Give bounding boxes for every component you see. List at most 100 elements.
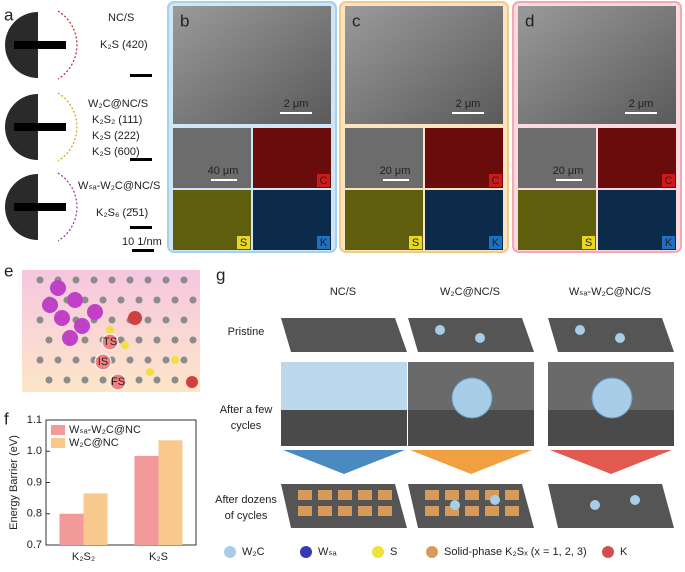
lattice-atom [126,276,134,284]
legend-marker [224,546,236,558]
arrow [410,450,532,474]
label: 20 μm [380,165,411,177]
k2s-flake [378,490,392,500]
legend-marker [602,546,614,558]
w2c-particle [450,500,460,510]
lattice-atom [81,336,89,344]
lattice-atom [171,376,179,384]
lattice-atom [135,296,143,304]
label: f [4,409,9,428]
beam-stop [14,41,66,49]
ring-arc [57,92,78,162]
x-tick-label: K₂S [149,551,168,563]
y-tick-label: 0.9 [27,476,42,488]
label: K [620,546,628,558]
k2s-flake [505,490,519,500]
w-atom [186,376,198,388]
map-image [518,128,596,188]
label: b [180,11,189,30]
lattice-atom [180,316,188,324]
lattice-atom [81,376,89,384]
label: C [320,175,328,187]
label: 10 1/nm [122,236,162,248]
label: K [492,237,500,249]
scale-bar [130,74,152,77]
label: S [240,237,247,249]
k2s-flake [378,506,392,516]
lattice-atom [189,296,197,304]
state-marker [94,353,112,371]
label: W₂C [242,546,265,558]
k-atom [67,292,83,308]
lattice-atom [63,376,71,384]
k2s-flake [505,506,519,516]
label: Pristine [228,326,265,338]
label: d [525,11,534,30]
lattice-atom [99,296,107,304]
label: Wₛₐ [318,546,337,558]
scale-bar [452,112,484,114]
label: After a few [220,404,273,416]
w2c-particle [451,377,493,419]
k2s-flake [298,490,312,500]
label: 2 μm [284,98,309,110]
label: W₂C@NC/S [88,98,148,110]
slab [408,318,534,352]
k2s-flake [298,506,312,516]
k-atom [50,280,66,296]
legend-label: Wₛₐ-W₂C@NC [69,424,141,436]
y-tick-label: 1.0 [27,445,42,457]
y-tick-label: 0.7 [27,539,42,551]
bar [134,455,159,545]
label: K₂S (600) [92,146,140,158]
label: of cycles [225,510,268,522]
legend-marker [372,546,384,558]
label: K₂S₆ (2̄51) [96,207,148,219]
label: Wₛₐ-W₂C@NC/S [569,286,651,298]
s-atom [121,341,129,349]
ring-arc [57,172,78,242]
state-marker [109,373,127,391]
label: Wₛₐ-W₂C@NC/S [78,180,160,192]
ring-arc [57,10,78,80]
label: K [665,237,673,249]
lattice-atom [135,336,143,344]
label: Solid-phase K₂Sₓ (x = 1, 2, 3) [444,546,587,558]
bar [158,440,183,545]
k2s-flake [425,490,439,500]
x-tick-label: K₂S₂ [72,551,95,563]
label: W₂C@NC/S [440,286,500,298]
cycle-slab [281,410,407,446]
k2s-flake [318,506,332,516]
k-atom [54,310,70,326]
element-tag [582,236,595,249]
y-axis-label: Energy Barrier (eV) [8,435,20,530]
label: g [216,265,225,284]
k-atom [87,304,103,320]
scale-bar [625,112,657,114]
label: 2 μm [629,98,654,110]
lattice-atom [144,356,152,364]
k2s-flake [318,490,332,500]
label: 40 μm [208,165,239,177]
lattice-atom [180,356,188,364]
label: K₂S₂ (111) [92,114,142,126]
element-tag [662,236,675,249]
k2s-flake [338,506,352,516]
lattice-atom [162,276,170,284]
label: S [585,237,592,249]
lattice-atom [108,316,116,324]
label: S [412,237,419,249]
s-atom [106,326,114,334]
y-tick-label: 0.8 [27,508,42,520]
slab [281,318,407,352]
scale-bar [383,179,409,181]
k2s-flake [358,490,372,500]
legend-swatch [51,438,65,448]
scale-bar [130,158,152,161]
label: TS [103,336,117,348]
label: a [4,5,14,24]
lattice-atom [180,276,188,284]
k2s-flake [485,506,499,516]
s-atom [171,356,179,364]
